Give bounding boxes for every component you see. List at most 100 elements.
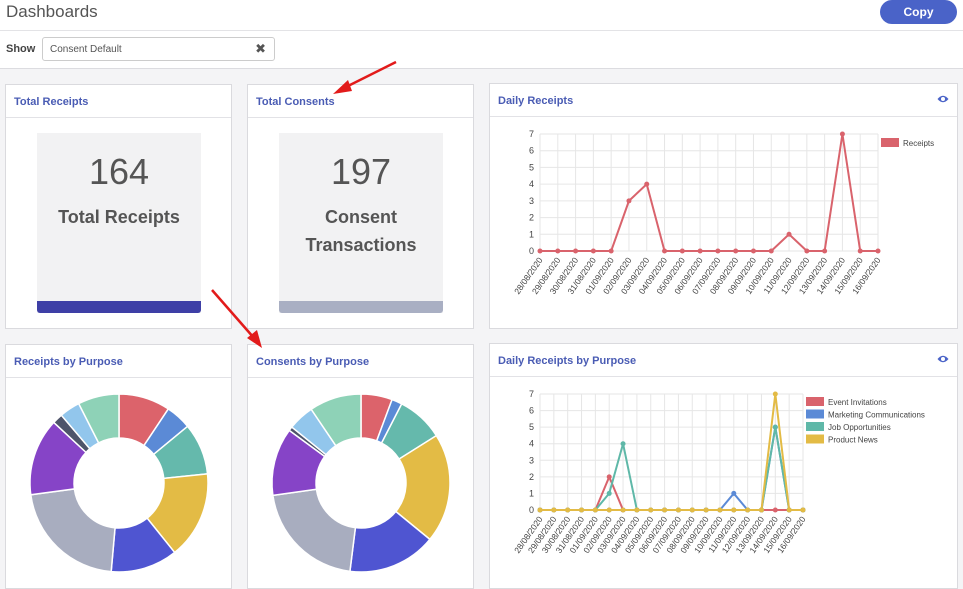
eye-icon[interactable] xyxy=(937,93,949,105)
data-point xyxy=(606,490,612,496)
consent-filter-select[interactable]: Consent Default ✖ xyxy=(42,37,275,61)
stat-label: Consent Transactions xyxy=(279,203,443,259)
data-point xyxy=(590,248,596,254)
series-line xyxy=(540,133,878,252)
total-receipts-card: Total Receipts 164 Total Receipts xyxy=(5,84,232,329)
y-tick-label: 5 xyxy=(529,422,534,432)
data-point xyxy=(733,248,739,254)
data-point xyxy=(745,507,751,513)
data-point xyxy=(537,248,543,254)
stat-number: 164 xyxy=(88,151,150,192)
card-title: Daily Receipts by Purpose xyxy=(498,355,637,367)
stat-label-line-2: Transactions xyxy=(305,235,417,255)
copy-button[interactable]: Copy xyxy=(880,0,957,24)
y-tick-label: 6 xyxy=(529,146,534,156)
data-point xyxy=(875,248,881,254)
stat-bar xyxy=(279,301,443,313)
y-tick-label: 0 xyxy=(529,246,534,256)
data-point xyxy=(857,248,863,254)
data-point xyxy=(626,198,632,204)
data-point xyxy=(620,507,626,513)
legend-swatch xyxy=(806,409,824,419)
card-title: Daily Receipts xyxy=(498,95,574,107)
legend-swatch xyxy=(806,434,824,444)
data-point xyxy=(804,248,810,254)
consents-by-purpose-card: Consents by Purpose xyxy=(247,344,474,589)
daily-receipts-by-purpose-card: Daily Receipts by Purpose 0 1 2 3 4 5 6 7 28/08/… xyxy=(489,343,958,589)
daily-receipts-by-purpose-chart: 0123456728/08/202029/08/202030/08/202031… xyxy=(512,389,925,555)
stat-box: 164 Total Receipts xyxy=(37,133,201,313)
data-point xyxy=(644,181,650,187)
stat-box: 197 Consent Transactions xyxy=(279,133,443,313)
data-point xyxy=(800,507,806,513)
data-point xyxy=(675,507,681,513)
page-title: Dashboards xyxy=(6,2,98,21)
data-point xyxy=(648,507,654,513)
data-point xyxy=(537,507,543,513)
stat-bar xyxy=(37,301,201,313)
pie-slice xyxy=(29,488,116,573)
y-tick-label: 1 xyxy=(529,229,534,239)
card-title: Total Consents xyxy=(256,96,335,108)
card-title: Receipts by Purpose xyxy=(14,356,123,368)
total-consents-card: Total Consents 197 Consent Transactions xyxy=(247,84,474,329)
data-point xyxy=(750,248,756,254)
data-point xyxy=(731,507,737,513)
filter-bar: Show Consent Default ✖ xyxy=(0,31,963,69)
card-title: Consents by Purpose xyxy=(256,356,370,368)
y-tick-label: 3 xyxy=(529,455,534,465)
legend-swatch xyxy=(881,138,899,147)
receipts-by-purpose-card: Receipts by Purpose xyxy=(5,344,232,589)
y-tick-label: 4 xyxy=(529,439,534,449)
pie-slice xyxy=(310,393,362,447)
stat-number: 197 xyxy=(330,151,392,192)
y-tick-label: 6 xyxy=(529,406,534,416)
eye-icon[interactable] xyxy=(937,353,949,365)
consents-by-purpose-chart xyxy=(271,393,451,573)
data-point xyxy=(592,507,598,513)
data-point xyxy=(786,231,792,237)
data-point xyxy=(620,441,626,447)
data-point xyxy=(786,507,792,513)
data-point xyxy=(772,507,778,513)
data-point xyxy=(731,490,737,496)
data-point xyxy=(768,248,774,254)
legend-swatch xyxy=(806,422,824,431)
data-point xyxy=(565,507,571,513)
data-point xyxy=(555,248,561,254)
data-point xyxy=(662,507,668,513)
data-point xyxy=(606,507,612,513)
y-tick-label: 2 xyxy=(529,472,534,482)
y-tick-label: 2 xyxy=(529,213,534,223)
data-point xyxy=(758,507,764,513)
data-point xyxy=(697,248,703,254)
data-point xyxy=(715,248,721,254)
y-tick-label: 5 xyxy=(529,162,534,172)
data-point xyxy=(679,248,685,254)
stat-label: Total Receipts xyxy=(58,207,180,227)
data-point xyxy=(579,507,585,513)
legend-label: Product News xyxy=(828,436,878,445)
daily-receipts-card: Daily Receipts 0 1 2 3 4 5 6 7 28/08/2020 29/08/2… xyxy=(489,83,958,329)
data-point xyxy=(717,507,723,513)
data-point xyxy=(689,507,695,513)
data-point xyxy=(662,248,668,254)
card-title: Total Receipts xyxy=(14,96,89,108)
data-point xyxy=(634,507,640,513)
data-point xyxy=(551,507,557,513)
y-tick-label: 7 xyxy=(529,129,534,139)
y-tick-label: 7 xyxy=(529,389,534,399)
data-point xyxy=(573,248,579,254)
data-point xyxy=(608,248,614,254)
y-tick-label: 4 xyxy=(529,179,534,189)
data-point xyxy=(839,131,845,137)
legend-label: Event Invitations xyxy=(828,398,887,407)
y-tick-label: 1 xyxy=(529,488,534,498)
data-point xyxy=(703,507,709,513)
y-tick-label: 3 xyxy=(529,196,534,206)
pie-slice xyxy=(272,488,357,573)
stat-label-line-1: Consent xyxy=(325,207,397,227)
legend-label: Receipts xyxy=(903,139,934,148)
y-tick-label: 0 xyxy=(529,505,534,515)
close-icon[interactable]: ✖ xyxy=(255,41,266,56)
